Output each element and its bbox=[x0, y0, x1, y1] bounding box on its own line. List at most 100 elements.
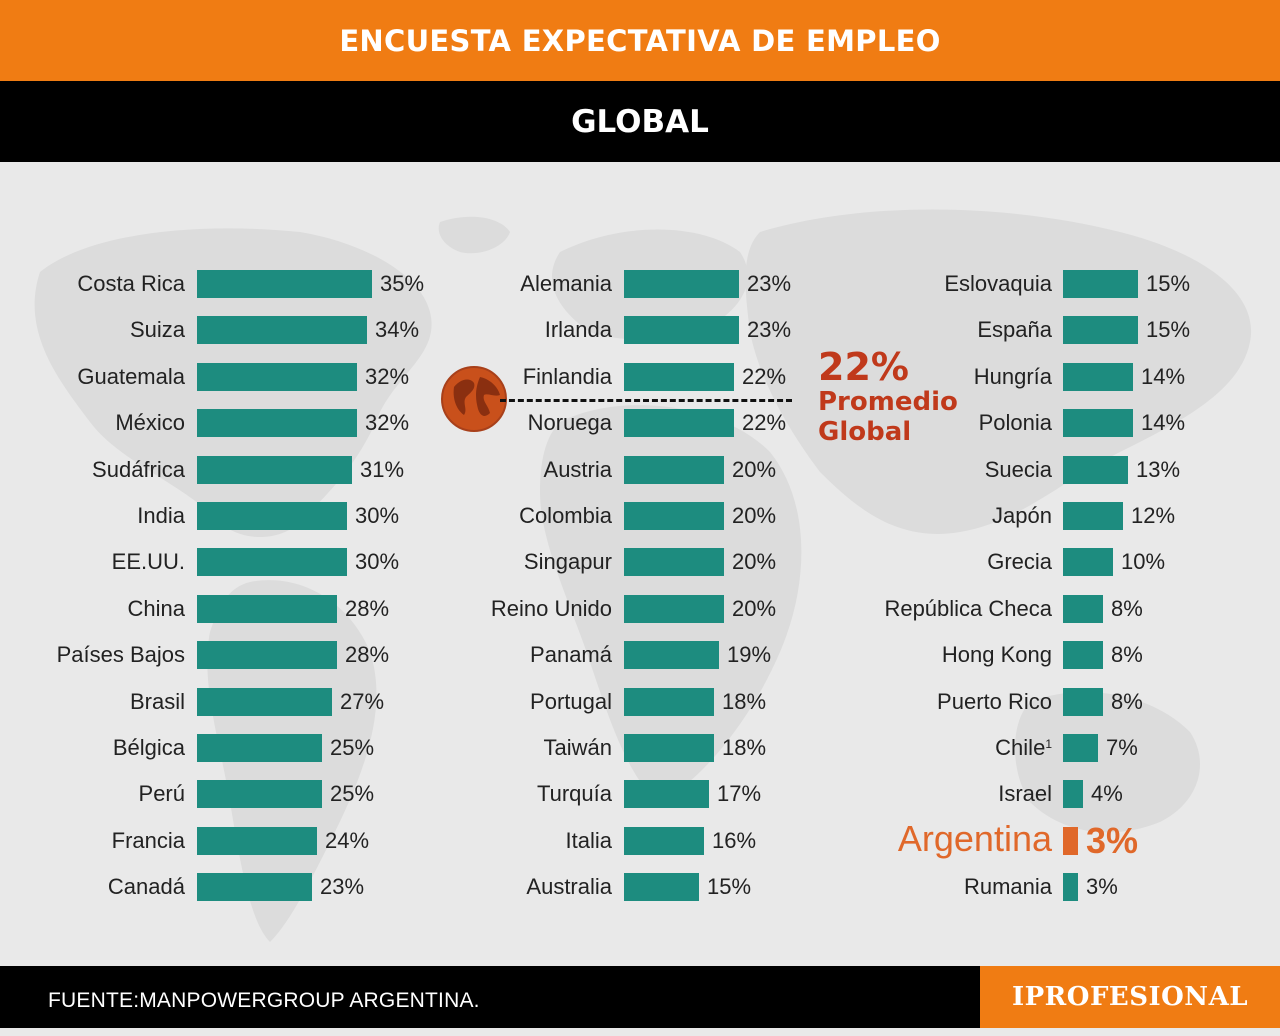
value-label-rumania: 3% bbox=[1086, 874, 1118, 900]
country-label-brasil: Brasil bbox=[129, 688, 185, 714]
country-label-polonia: Polonia bbox=[978, 410, 1052, 436]
value-label-puerto-rico: 8% bbox=[1111, 688, 1143, 714]
bar-hungria bbox=[1063, 362, 1133, 391]
bar-puerto-rico bbox=[1063, 687, 1103, 716]
value-label-francia: 24% bbox=[325, 827, 370, 853]
average-dashed-line bbox=[500, 399, 792, 402]
bar-polonia bbox=[1063, 409, 1133, 438]
value-label-peru: 25% bbox=[330, 781, 375, 807]
value-label-portugal: 18% bbox=[722, 688, 767, 714]
country-label-suecia: Suecia bbox=[984, 456, 1052, 482]
country-label-puerto-rico: Puerto Rico bbox=[937, 688, 1052, 714]
value-label-alemania: 23% bbox=[747, 271, 792, 296]
country-label-suiza: Suiza bbox=[129, 317, 185, 343]
globe-icon bbox=[441, 366, 507, 432]
country-label-israel: Israel bbox=[998, 781, 1052, 807]
country-label-singapur: Singapur bbox=[523, 549, 612, 575]
region-band: GLOBAL bbox=[0, 81, 1280, 162]
country-label-rumania: Rumania bbox=[963, 874, 1052, 900]
bar-singapur bbox=[624, 548, 724, 577]
value-label-canada: 23% bbox=[320, 874, 365, 900]
bar-suiza bbox=[197, 316, 367, 345]
value-label-republica-checa: 8% bbox=[1111, 595, 1143, 621]
value-label-polonia: 14% bbox=[1141, 410, 1186, 436]
country-label-alemania: Alemania bbox=[520, 271, 612, 296]
country-label-mexico: México bbox=[115, 410, 185, 436]
bar-republica-checa bbox=[1063, 594, 1103, 623]
country-label-austria: Austria bbox=[543, 456, 612, 482]
bar-panama bbox=[624, 641, 719, 670]
value-label-grecia: 10% bbox=[1121, 549, 1166, 575]
region-title: GLOBAL bbox=[571, 103, 709, 140]
country-label-chile: Chile1 bbox=[995, 735, 1052, 760]
value-label-colombia: 20% bbox=[732, 503, 777, 528]
page-title: ENCUESTA EXPECTATIVA DE EMPLEO bbox=[339, 23, 941, 58]
country-label-taiwan: Taiwán bbox=[543, 735, 612, 760]
bar-china bbox=[197, 594, 337, 623]
value-label-chile: 7% bbox=[1106, 735, 1138, 760]
bar-colombia bbox=[624, 502, 724, 530]
value-label-italia: 16% bbox=[712, 827, 757, 853]
country-label-india: India bbox=[137, 503, 185, 528]
country-label-paises-bajos: Países Bajos bbox=[56, 642, 185, 668]
country-label-eslovaquia: Eslovaquia bbox=[944, 271, 1052, 296]
bar-japon bbox=[1063, 502, 1123, 530]
country-label-ee-uu: EE.UU. bbox=[111, 549, 185, 575]
value-label-argentina: 3% bbox=[1086, 819, 1139, 861]
country-label-espana: España bbox=[977, 317, 1052, 343]
average-value: 22% bbox=[818, 345, 909, 389]
value-label-noruega: 22% bbox=[742, 410, 787, 436]
value-label-hong-kong: 8% bbox=[1111, 642, 1143, 668]
bar-grecia bbox=[1063, 548, 1113, 577]
footer: FUENTE:MANPOWERGROUP ARGENTINA. IPROFESI… bbox=[0, 966, 1280, 1028]
value-label-singapur: 20% bbox=[732, 549, 777, 575]
bar-mexico bbox=[197, 409, 357, 438]
country-label-reino-unido: Reino Unido bbox=[490, 595, 612, 621]
bar-hong-kong bbox=[1063, 641, 1103, 670]
bar-reino-unido bbox=[624, 594, 724, 623]
value-label-panama: 19% bbox=[727, 642, 772, 668]
value-label-turquia: 17% bbox=[717, 781, 762, 807]
footnote-mark: 1 bbox=[1045, 737, 1052, 751]
value-label-japon: 12% bbox=[1131, 503, 1176, 528]
bar-india bbox=[197, 502, 347, 530]
value-label-taiwan: 18% bbox=[722, 735, 767, 760]
value-label-paises-bajos: 28% bbox=[345, 642, 390, 668]
country-label-italia: Italia bbox=[565, 827, 612, 853]
country-label-panama: Panamá bbox=[530, 642, 612, 668]
country-label-noruega: Noruega bbox=[527, 410, 612, 436]
bar-suecia bbox=[1063, 455, 1128, 484]
value-label-china: 28% bbox=[345, 595, 390, 621]
value-label-australia: 15% bbox=[707, 874, 752, 900]
bar-portugal bbox=[624, 687, 714, 716]
country-label-australia: Australia bbox=[526, 874, 612, 900]
bar-irlanda bbox=[624, 316, 739, 345]
country-label-republica-checa: República Checa bbox=[884, 595, 1052, 621]
global-average-callout: 22% Promedio Global bbox=[440, 345, 960, 455]
bar-sudafrica bbox=[197, 455, 352, 484]
country-label-canada: Canadá bbox=[107, 874, 185, 900]
country-label-belgica: Bélgica bbox=[112, 735, 185, 760]
bar-costa-rica bbox=[197, 270, 372, 298]
value-label-reino-unido: 20% bbox=[732, 595, 777, 621]
country-label-peru: Perú bbox=[138, 781, 185, 807]
bar-ee-uu bbox=[197, 548, 347, 577]
country-label-argentina: Argentina bbox=[897, 817, 1052, 859]
value-label-eslovaquia: 15% bbox=[1146, 271, 1191, 296]
country-label-hungria: Hungría bbox=[973, 363, 1052, 389]
bar-israel bbox=[1063, 780, 1083, 809]
source-text: FUENTE:MANPOWERGROUP ARGENTINA. bbox=[48, 989, 480, 1012]
bar-belgica bbox=[197, 734, 322, 762]
value-label-sudafrica: 31% bbox=[360, 456, 405, 482]
country-label-irlanda: Irlanda bbox=[544, 317, 612, 343]
country-label-china: China bbox=[127, 595, 185, 621]
brand-name: IPROFESIONAL bbox=[1011, 982, 1249, 1012]
bar-canada bbox=[197, 873, 312, 902]
bar-peru bbox=[197, 780, 322, 809]
country-label-grecia: Grecia bbox=[987, 549, 1052, 575]
value-label-irlanda: 23% bbox=[747, 317, 792, 343]
value-label-suiza: 34% bbox=[375, 317, 420, 343]
value-label-india: 30% bbox=[355, 503, 400, 528]
country-label-turquia: Turquía bbox=[536, 781, 612, 807]
